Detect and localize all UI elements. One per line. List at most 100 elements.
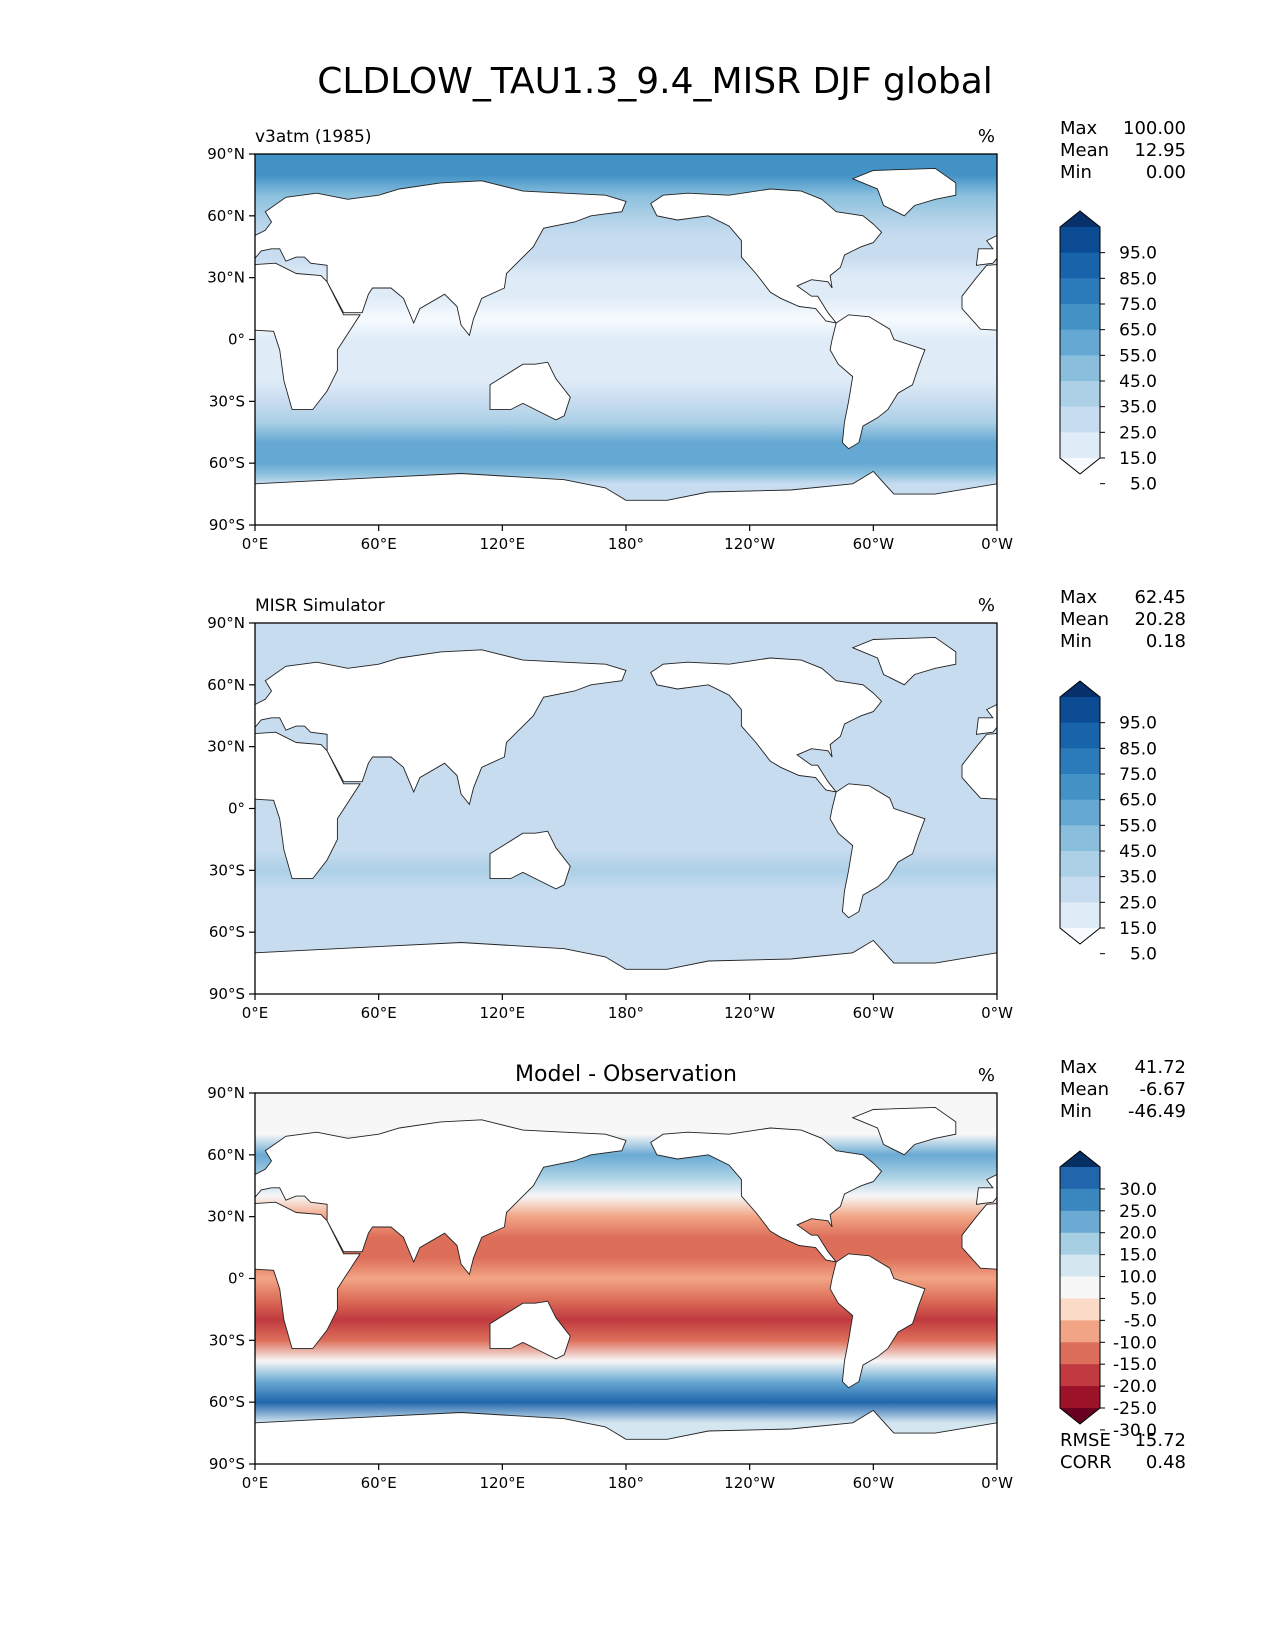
lon-tick-label: 60°W	[853, 1474, 895, 1492]
colorbar-tick-label: 25.0	[1119, 1202, 1157, 1222]
land-layer-2	[255, 636, 997, 994]
lon-tick-label: 120°E	[480, 1004, 526, 1022]
panels-layer: 90°N60°N30°N0°30°S60°S90°S0°E 60°E 120°E 18…	[111, 118, 1186, 1492]
colorbar-segment	[1060, 774, 1100, 801]
colorbar-segment	[1060, 252, 1100, 279]
colorbar-segment	[1060, 304, 1100, 331]
coastline-north-america	[650, 188, 883, 324]
colorbar-tick-label: 85.0	[1119, 269, 1157, 289]
coastline-north-america	[650, 657, 883, 793]
coastline-south-america	[829, 783, 926, 919]
colorbar-tick-label: -20.0	[1113, 1377, 1157, 1397]
colorbar-tick-label: 15.0	[1119, 1246, 1157, 1266]
lat-tick-label: 90°N	[207, 614, 245, 632]
stat-name-mean: Mean	[1060, 140, 1109, 161]
lon-tick-label: 180°	[608, 1474, 644, 1492]
colorbar-extend-top	[1060, 1151, 1100, 1167]
colorbar-tick-label: 45.0	[1119, 842, 1157, 862]
lat-tick-label: 30°N	[207, 738, 245, 756]
colorbar-segment	[1060, 697, 1100, 724]
colorbar-tick-label: 5.0	[1130, 475, 1157, 495]
colorbar-segment	[1060, 1342, 1100, 1365]
stat-name-max: Max	[1060, 1057, 1098, 1078]
colorbar-tick-label: 35.0	[1119, 398, 1157, 418]
colorbar-segment	[1060, 1210, 1100, 1234]
colorbar-tick-label: 5.0	[1130, 945, 1157, 965]
stat-value-min: -46.49	[1128, 1101, 1186, 1122]
coastline-africa	[255, 262, 361, 411]
lon-tick-label: 0°E	[242, 1474, 269, 1492]
stat-name-min: Min	[1060, 1101, 1092, 1122]
lon-tick-label: 60°W	[853, 535, 895, 553]
stat-value-mean: -6.67	[1139, 1079, 1186, 1100]
lon-tick-label: 0°W	[981, 1004, 1013, 1022]
lat-tick-label: 30°S	[209, 392, 245, 410]
lon-tick-label: 0°E	[242, 1004, 269, 1022]
panel-units: %	[978, 595, 995, 616]
colorbar-extend-top	[1060, 211, 1100, 227]
coastline-antarctica	[255, 939, 997, 994]
colorbar-segment	[1060, 1276, 1100, 1299]
lon-tick-label: 180°	[608, 1004, 644, 1022]
stat-name-min: Min	[1060, 162, 1092, 183]
colorbar-tick-label: 95.0	[1119, 714, 1157, 734]
coastline-greenland	[111, 1107, 214, 1154]
colorbar-2: 95.0 85.0 75.0 65.0 55.0 45.0 35.0 25.0 15.0 5.0	[1059, 680, 1157, 965]
lat-tick-label: 0°	[228, 800, 245, 818]
colorbar-tick-label: 95.0	[1119, 244, 1157, 264]
metric-name-rmse: RMSE	[1060, 1430, 1111, 1451]
colorbar-tick-label: 35.0	[1119, 868, 1157, 888]
lon-tick-label: 120°W	[724, 1004, 775, 1022]
lat-tick-label: 0°	[228, 331, 245, 349]
stat-value-min: 0.18	[1146, 631, 1186, 652]
stat-name-max: Max	[1060, 118, 1098, 139]
panel-label: v3atm (1985)	[255, 127, 371, 147]
colorbar-tick-label: -5.0	[1124, 1311, 1157, 1331]
stat-value-max: 41.72	[1134, 1057, 1186, 1078]
lon-tick-label: 0°W	[981, 1474, 1013, 1492]
colorbar-tick-label: 25.0	[1119, 893, 1157, 913]
colorbar-tick-label: 15.0	[1119, 919, 1157, 939]
lat-tick-label: 60°S	[209, 454, 245, 472]
lon-tick-label: 120°E	[480, 535, 526, 553]
colorbar-segment	[1060, 1167, 1100, 1190]
colorbar-tick-label: 10.0	[1119, 1268, 1157, 1288]
lon-tick-label: 0°W	[981, 535, 1013, 553]
lat-tick-label: 60°N	[207, 1146, 245, 1164]
stat-name-max: Max	[1060, 587, 1098, 608]
colorbar-tick-label: 25.0	[1119, 423, 1157, 443]
coastline-greenland	[111, 168, 214, 215]
colorbar-tick-label: 20.0	[1119, 1224, 1157, 1244]
lat-tick-label: 30°N	[207, 1208, 245, 1226]
stat-value-mean: 20.28	[1134, 609, 1186, 630]
panel-label: MISR Simulator	[255, 596, 385, 616]
stat-value-mean: 12.95	[1134, 140, 1186, 161]
panel-1: 90°N 60°N 30°N 0° 30°S 60°S 90°S0°E 60°E 120°E 18…	[111, 118, 1186, 553]
coastline-antarctica	[255, 1409, 997, 1464]
colorbar-tick-label: -30.0	[1113, 1421, 1157, 1441]
colorbar-1: 95.0 85.0 75.0 65.0 55.0 45.0 35.0 25.0 15.0 5.0	[1059, 210, 1157, 495]
lat-tick-label: 90°N	[207, 1084, 245, 1102]
colorbar-extend-bottom	[1060, 928, 1100, 944]
coastline-australia	[489, 1300, 571, 1360]
coastline-north-america	[650, 1127, 883, 1263]
coastline-africa	[961, 1203, 997, 1270]
land-layer-1	[111, 167, 997, 525]
colorbar-tick-label: 75.0	[1119, 765, 1157, 785]
colorbar-3: 30.025.020.015.010.05.0-5.0-10.0-15.0-20…	[1059, 1150, 1157, 1441]
lat-tick-label: 60°S	[209, 923, 245, 941]
colorbar-segment	[1060, 278, 1100, 305]
coastline-africa	[961, 733, 997, 800]
colorbar-segment	[1060, 1364, 1100, 1387]
lon-tick-label: 120°E	[480, 1474, 526, 1492]
panel-2: 90°N 60°N 30°N 0° 30°S 60°S 90°S0°E 60°E 120°E 18…	[207, 587, 1186, 1022]
colorbar-tick-label: 65.0	[1119, 791, 1157, 811]
lon-tick-label: 120°W	[724, 1474, 775, 1492]
colorbar-segment	[1060, 876, 1100, 903]
colorbar-tick-label: -15.0	[1113, 1355, 1157, 1375]
panel-units: %	[978, 126, 995, 147]
coastline-greenland	[851, 1106, 957, 1156]
stat-name-mean: Mean	[1060, 1079, 1109, 1100]
colorbar-segment	[1060, 1298, 1100, 1321]
